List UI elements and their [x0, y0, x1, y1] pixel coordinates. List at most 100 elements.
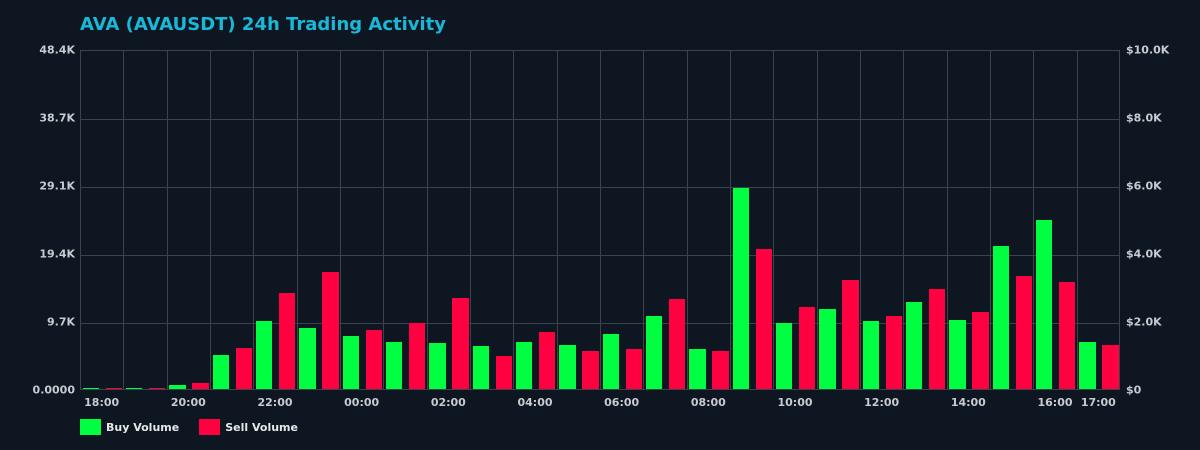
grid-line-vertical [730, 51, 731, 389]
grid-line-vertical [253, 51, 255, 389]
bar-sell-volume[interactable] [755, 249, 772, 389]
bar-sell-volume[interactable] [452, 297, 469, 389]
grid-line-vertical [903, 51, 905, 389]
bar-sell-volume[interactable] [885, 315, 902, 389]
bar-buy-volume[interactable] [255, 320, 273, 389]
y-tick-label-right: $4.0K [1126, 247, 1162, 261]
x-tick-label: 06:00 [604, 396, 640, 409]
bar-buy-volume[interactable] [559, 344, 576, 389]
x-tick-label: 14:00 [950, 396, 986, 409]
bar-buy-volume[interactable] [992, 245, 1009, 389]
y-tick-label-left: 48.4K [39, 43, 75, 57]
grid-line-vertical [773, 51, 775, 389]
y-tick-label-left: 38.7K [39, 111, 75, 125]
bar-sell-volume[interactable] [148, 388, 166, 389]
bar-buy-volume[interactable] [169, 384, 186, 389]
bar-buy-volume[interactable] [732, 188, 749, 389]
y-tick-label-left: 29.1K [39, 179, 75, 193]
grid-line-vertical [513, 51, 515, 389]
x-tick-label: 17:00 [1080, 396, 1116, 409]
bar-sell-volume[interactable] [1058, 282, 1076, 389]
sell-swatch-icon [199, 419, 221, 435]
buy-swatch-icon [80, 419, 101, 435]
bar-buy-volume[interactable] [1079, 341, 1096, 389]
bar-sell-volume[interactable] [625, 348, 642, 389]
bar-buy-volume[interactable] [905, 301, 923, 389]
bar-sell-volume[interactable] [365, 330, 382, 389]
bar-sell-volume[interactable] [928, 289, 946, 389]
bar-buy-volume[interactable] [1035, 219, 1053, 389]
bar-sell-volume[interactable] [972, 311, 989, 389]
bar-sell-volume[interactable] [278, 292, 296, 389]
x-tick-label: 04:00 [517, 396, 553, 409]
x-tick-label: 22:00 [257, 396, 293, 409]
grid-line-vertical [296, 51, 298, 389]
legend-item-sell[interactable]: Sell Volume [199, 419, 298, 435]
bar-sell-volume[interactable] [712, 351, 729, 389]
grid-line-vertical [340, 51, 341, 389]
bar-buy-volume[interactable] [862, 320, 879, 389]
bar-sell-volume[interactable] [322, 271, 339, 389]
bar-buy-volume[interactable] [819, 308, 836, 389]
bar-sell-volume[interactable] [538, 332, 556, 389]
grid-line-vertical [470, 51, 471, 389]
grid-line-vertical [123, 51, 125, 389]
bar-sell-volume[interactable] [668, 299, 686, 389]
y-tick-label-right: $10.0K [1126, 43, 1170, 57]
bar-buy-volume[interactable] [299, 327, 316, 389]
bar-buy-volume[interactable] [472, 346, 489, 389]
bar-sell-volume[interactable] [1102, 344, 1119, 389]
x-tick-label: 10:00 [777, 396, 813, 409]
x-tick-label: 20:00 [170, 396, 206, 409]
legend-label-sell: Sell Volume [225, 420, 298, 434]
bar-sell-volume[interactable] [408, 322, 426, 389]
y-tick-label-right: $6.0K [1126, 179, 1162, 193]
bar-buy-volume[interactable] [385, 341, 403, 389]
bar-buy-volume[interactable] [775, 322, 793, 389]
y-tick-label-right: $0 [1126, 383, 1142, 397]
grid-line-vertical [816, 51, 818, 389]
plot-area [80, 50, 1120, 390]
x-tick-label: 08:00 [690, 396, 726, 409]
legend-item-buy[interactable]: Buy Volume [80, 419, 179, 435]
grid-line-vertical [946, 51, 948, 389]
grid-line-vertical [556, 51, 558, 389]
bar-sell-volume[interactable] [798, 306, 816, 389]
x-tick-label: 16:00 [1037, 396, 1073, 409]
chart-title: AVA (AVAUSDT) 24h Trading Activity [80, 14, 447, 35]
bar-sell-volume[interactable] [842, 280, 859, 389]
x-tick-label: 02:00 [430, 396, 466, 409]
x-tick-label: 18:00 [84, 396, 120, 409]
grid-line-vertical [686, 51, 688, 389]
bar-buy-volume[interactable] [602, 334, 619, 389]
bar-buy-volume[interactable] [82, 388, 99, 389]
grid-line-vertical [860, 51, 861, 389]
grid-line-vertical [166, 51, 168, 389]
bar-buy-volume[interactable] [429, 343, 446, 389]
grid-line-vertical [600, 51, 601, 389]
grid-line-vertical [383, 51, 385, 389]
bar-buy-volume[interactable] [212, 355, 229, 389]
bar-sell-volume[interactable] [105, 388, 122, 389]
grid-line-vertical [1033, 51, 1035, 389]
grid-line-vertical [426, 51, 428, 389]
bar-sell-volume[interactable] [235, 348, 252, 389]
bar-buy-volume[interactable] [949, 320, 966, 389]
bar-buy-volume[interactable] [645, 315, 663, 389]
bar-sell-volume[interactable] [495, 355, 512, 389]
bar-sell-volume[interactable] [1015, 275, 1032, 389]
bar-sell-volume[interactable] [192, 382, 209, 389]
x-tick-label: 00:00 [344, 396, 380, 409]
bar-buy-volume[interactable] [342, 336, 359, 389]
bar-buy-volume[interactable] [125, 388, 143, 389]
x-tick-label: 12:00 [864, 396, 900, 409]
bar-buy-volume[interactable] [689, 348, 706, 389]
bar-sell-volume[interactable] [582, 351, 599, 389]
grid-line-vertical [1076, 51, 1078, 389]
grid-line-vertical [990, 51, 991, 389]
y-tick-label-right: $8.0K [1126, 111, 1162, 125]
bar-buy-volume[interactable] [515, 341, 533, 389]
grid-line-vertical [210, 51, 211, 389]
y-tick-label-left: 0.0000 [32, 383, 75, 397]
grid-line-vertical [643, 51, 645, 389]
